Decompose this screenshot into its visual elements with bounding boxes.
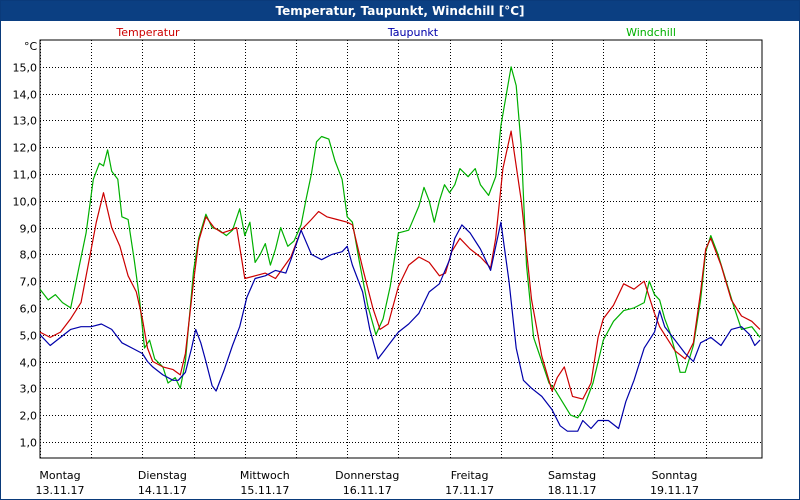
x-tick-day: Montag	[39, 469, 80, 482]
y-tick-label: 14,0	[13, 89, 38, 102]
y-tick-label: 9,0	[20, 223, 38, 236]
y-tick-label: 3,0	[20, 383, 38, 396]
x-tick-day: Samstag	[548, 469, 596, 482]
y-axis-label: °C	[24, 40, 38, 53]
y-tick-label: 5,0	[20, 330, 38, 343]
y-tick-label: 8,0	[20, 249, 38, 262]
legend-item-temperatur: Temperatur	[115, 26, 180, 39]
x-axis: Montag 13.11.17 Dienstag 14.11.17 Mittwoch 15…	[36, 469, 699, 497]
x-tick-date: 19.11.17	[650, 484, 699, 497]
chart-title: Temperatur, Taupunkt, Windchill [°C]	[1, 1, 799, 21]
y-tick-label: 13,0	[13, 115, 38, 128]
y-tick-label: 1,0	[20, 437, 38, 450]
y-tick-label: 15,0	[13, 62, 38, 75]
x-tick-date: 14.11.17	[138, 484, 187, 497]
series-group	[39, 66, 761, 432]
y-axis: 1,0 2,0 3,0 4,0 5,0 6,0 7,0 8,0 9,0 10,0 11,0 12,0 1…	[13, 62, 38, 450]
x-tick-date: 16.11.17	[343, 484, 392, 497]
y-tick-label: 2,0	[20, 410, 38, 423]
legend: Temperatur Taupunkt Windchill	[115, 26, 676, 39]
x-tick-day: Dienstag	[138, 469, 187, 482]
y-tick-label: 12,0	[13, 142, 38, 155]
y-tick-label: 4,0	[20, 357, 38, 370]
y-tick-label: 6,0	[20, 303, 38, 316]
x-tick-date: 17.11.17	[445, 484, 494, 497]
x-tick-date: 15.11.17	[240, 484, 289, 497]
series-line-taupunkt	[39, 221, 761, 432]
x-tick-day: Donnerstag	[335, 469, 399, 482]
plot-area	[39, 39, 763, 459]
y-tick-label: 11,0	[13, 169, 38, 182]
grid-lines	[40, 40, 762, 458]
x-tick-date: 18.11.17	[548, 484, 597, 497]
y-tick-label: 10,0	[13, 196, 38, 209]
x-tick-day: Freitag	[451, 469, 489, 482]
y-tick-label: 7,0	[20, 276, 38, 289]
legend-item-taupunkt: Taupunkt	[387, 26, 439, 39]
x-tick-day: Sonntag	[652, 469, 698, 482]
x-tick-day: Mittwoch	[240, 469, 290, 482]
series-line-temperatur	[39, 130, 761, 400]
legend-item-windchill: Windchill	[626, 26, 676, 39]
x-tick-date: 13.11.17	[36, 484, 85, 497]
